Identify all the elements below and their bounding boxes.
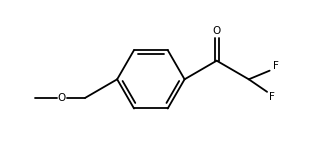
Text: O: O bbox=[213, 26, 221, 36]
Text: F: F bbox=[273, 61, 279, 71]
Text: O: O bbox=[58, 93, 66, 103]
Text: F: F bbox=[269, 92, 275, 102]
